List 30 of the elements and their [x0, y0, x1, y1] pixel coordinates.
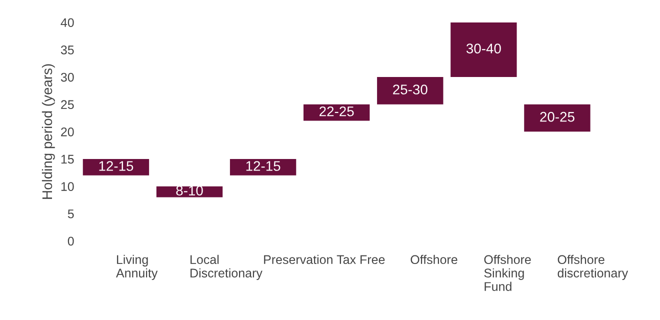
bar: [82, 159, 150, 176]
y-tick-label: 20: [61, 127, 74, 136]
x-tick-label: Offshore: [410, 254, 458, 264]
data-label: 22-25: [320, 106, 354, 116]
x-tick-label: Living Annuity: [116, 254, 158, 280]
y-tick-label: 10: [61, 182, 74, 191]
bar: [524, 104, 590, 132]
data-label: 30-40: [466, 44, 501, 54]
y-tick-label: 0: [68, 236, 74, 246]
data-label: 8-10: [176, 186, 203, 196]
y-tick-label: 40: [60, 18, 74, 28]
data-label: 20-25: [540, 112, 574, 122]
data-label: 12-15: [246, 161, 280, 171]
x-tick-label: Offshore Sinking Fund: [484, 254, 531, 291]
x-tick-label: Tax Free: [336, 255, 385, 264]
y-tick-label: 35: [60, 46, 74, 54]
y-tick-label: 5: [68, 210, 74, 218]
bar: [230, 159, 296, 176]
y-axis-title: Holding period (years): [42, 64, 55, 199]
bar: [450, 22, 517, 78]
bar: [377, 77, 444, 104]
y-tick-label: 25: [61, 100, 74, 110]
bar: [304, 104, 370, 121]
x-tick-label: Preservation: [264, 254, 332, 264]
data-label: 12-15: [99, 161, 134, 171]
x-tick-label: Local Discretionary: [190, 254, 262, 280]
y-tick-label: 30: [60, 72, 74, 82]
y-tick-label: 15: [61, 154, 74, 164]
x-tick-label: Offshore discretionary: [558, 254, 628, 280]
data-label: 25-30: [393, 84, 428, 94]
